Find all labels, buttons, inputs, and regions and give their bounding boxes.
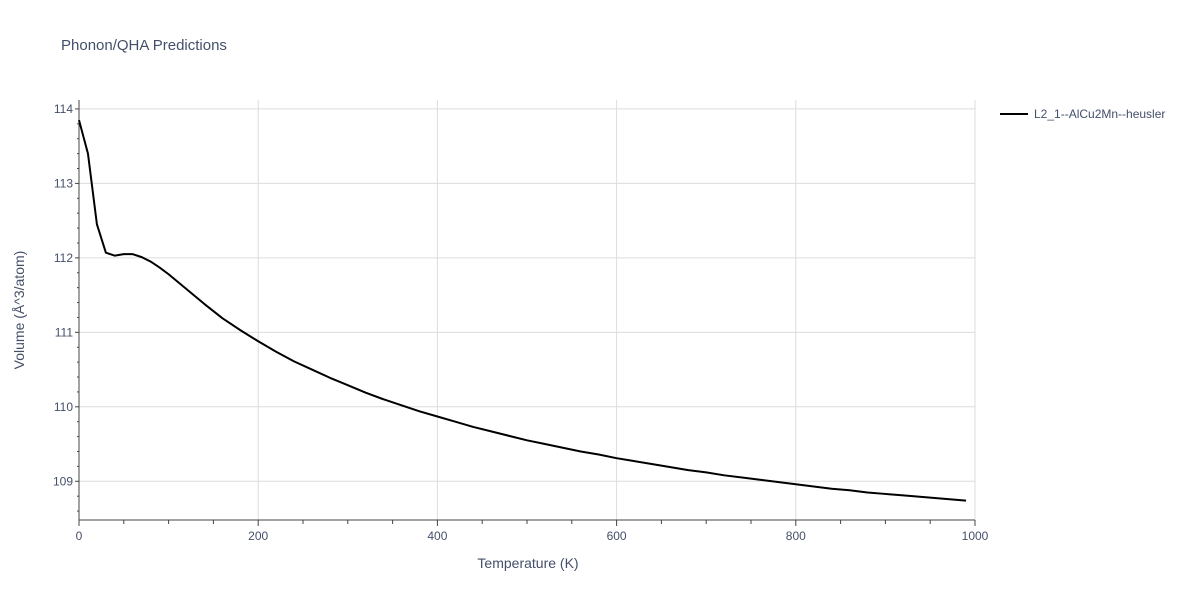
- y-tick-label: 114: [54, 102, 73, 116]
- y-tick-label: 112: [54, 251, 73, 265]
- x-tick-label: 400: [427, 529, 447, 543]
- x-tick-label: 800: [786, 529, 806, 543]
- x-tick-label: 200: [248, 529, 268, 543]
- grid-layer: [79, 100, 976, 520]
- y-axis-title: Volume (Å^3/atom): [11, 251, 27, 370]
- series-layer: [78, 119, 967, 502]
- chart-title: Phonon/QHA Predictions: [61, 37, 227, 54]
- y-tick-label: 113: [54, 176, 73, 190]
- x-tick-label: 1000: [962, 529, 989, 543]
- y-tick-label: 111: [55, 325, 74, 339]
- y-tick-label: 109: [53, 474, 73, 488]
- x-tick-label: 0: [76, 529, 83, 543]
- x-axis-title: Temperature (K): [477, 555, 578, 571]
- legend-label: L2_1--AlCu2Mn--heusler: [1034, 107, 1165, 121]
- axes-layer: 0 200 400 600 800 1000 109 110 111 112 113 114: [53, 100, 989, 543]
- y-tick-label: 110: [54, 400, 73, 414]
- series-line: [78, 119, 967, 502]
- legend[interactable]: L2_1--AlCu2Mn--heusler: [1000, 107, 1165, 121]
- x-tick-label: 600: [607, 529, 627, 543]
